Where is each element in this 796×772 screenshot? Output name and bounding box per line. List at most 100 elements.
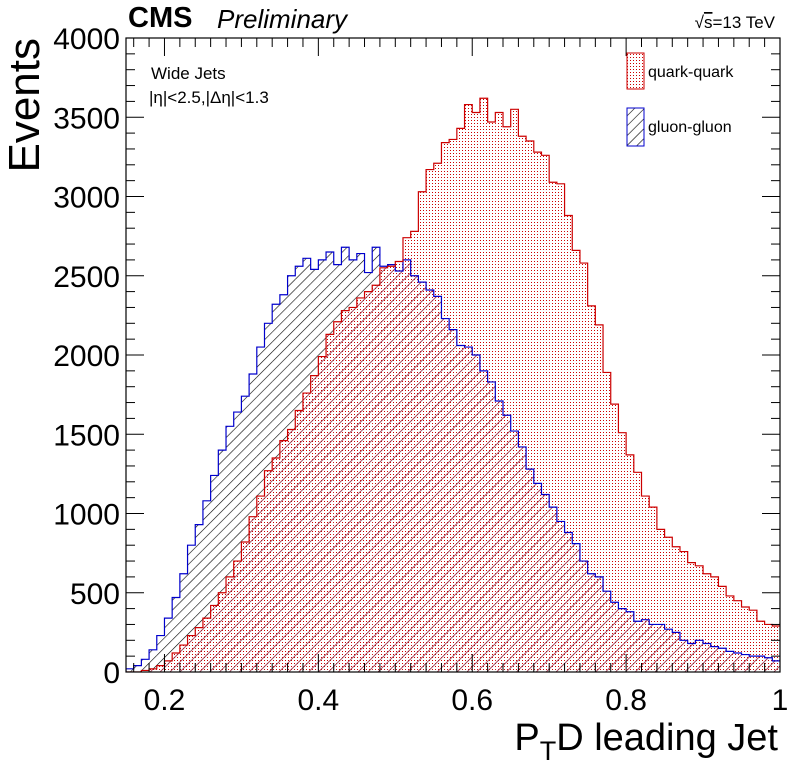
x-axis-title-sub: T (540, 736, 557, 766)
overlap-bar (364, 291, 373, 672)
overlap-bar (149, 668, 157, 672)
quark-bar (610, 404, 619, 672)
overlap-bar (349, 307, 357, 672)
overlap-bar (433, 296, 442, 672)
overlap-bar (618, 608, 627, 672)
gluon-outline (126, 246, 780, 672)
overlap-bar (726, 651, 734, 672)
overlap-bar (595, 576, 604, 672)
overlap-bar (449, 329, 457, 672)
overlap-bar (733, 652, 742, 672)
overlap-bar (241, 542, 250, 672)
x-tick-label: 1 (772, 684, 789, 717)
gluon-bar (788, 662, 796, 672)
quark-bar (518, 136, 527, 672)
overlap-bar (556, 521, 565, 672)
overlap-bar (641, 619, 650, 672)
overlap-bar (572, 543, 580, 672)
overlap-bar (172, 652, 180, 672)
overlap-bar (302, 393, 311, 672)
gluon-bar (149, 649, 157, 672)
quark-bar (649, 507, 657, 672)
gluon-bar (241, 396, 250, 672)
overlap-bar (372, 285, 380, 672)
quark-bar (595, 324, 604, 672)
quark-bar (672, 546, 680, 672)
overlap-bar (387, 266, 396, 672)
legend: quark-quark gluon-gluon (626, 52, 734, 147)
overlap-bar (410, 275, 419, 672)
overlap-bar (656, 624, 665, 672)
overlap-bar (279, 440, 288, 672)
quark-bar (526, 141, 534, 672)
gluon-bar (195, 524, 203, 672)
overlap-bar (664, 629, 673, 672)
overlap-bar (272, 458, 280, 672)
overlap-bar (695, 640, 704, 672)
quark-bar (556, 183, 565, 672)
overlap-bar (333, 321, 342, 672)
overlap-bar (326, 334, 334, 672)
overlap-bar (710, 646, 719, 672)
overlap-bar (441, 318, 450, 672)
gluon-bar (218, 450, 227, 672)
quark-bar (641, 496, 650, 672)
gluon-bar (202, 500, 211, 672)
overlap-bar (318, 356, 327, 672)
overlap-bar (218, 592, 227, 672)
overlap-bar (226, 576, 234, 672)
annotation-wide-jets: Wide Jets (151, 64, 226, 83)
quark-bar (572, 250, 580, 672)
overlap-bar (164, 660, 173, 672)
y-tick-label: 3500 (53, 102, 120, 135)
quark-bar (587, 305, 596, 672)
y-tick-label: 1000 (53, 499, 120, 532)
y-axis-title: Events (0, 38, 49, 173)
quark-bar (503, 126, 511, 672)
gluon-bar (133, 665, 142, 672)
quark-bar (495, 112, 504, 672)
quark-bar (618, 432, 627, 672)
overlap-bar (287, 429, 296, 672)
overlap-bar (464, 347, 473, 672)
overlap-bar (687, 643, 696, 672)
cms-label: CMS (128, 2, 192, 34)
overlap-bar (518, 446, 527, 672)
x-axis-title-p: P (514, 717, 539, 759)
overlap-bar (510, 431, 519, 672)
overlap-bar (187, 635, 196, 672)
overlap-bar (195, 627, 203, 672)
overlap-bar (487, 381, 496, 672)
energy-s: s (704, 13, 713, 32)
overlap-bar (426, 290, 434, 672)
overlap-bar (610, 602, 619, 672)
gluon-bar (233, 412, 242, 672)
quark-bar (718, 586, 727, 672)
overlap-bar (649, 624, 657, 672)
gluon-bar (187, 545, 196, 672)
gluon-bar (226, 426, 234, 672)
overlap-bar (356, 297, 365, 672)
y-tick-label: 2000 (53, 340, 120, 373)
overlap-bar (341, 310, 350, 672)
y-tick-label: 1500 (53, 419, 120, 452)
overlap-bar (679, 640, 688, 672)
quark-bar (679, 551, 688, 672)
overlap-bar (672, 632, 680, 672)
quark-bar (656, 529, 665, 672)
quark-bar (764, 624, 773, 672)
overlap-bar (788, 662, 796, 672)
overlap-bar (533, 483, 542, 672)
overlap-bar (741, 654, 750, 672)
series-overlap (126, 97, 796, 672)
quark-bar (772, 626, 780, 672)
overlap-bar (633, 621, 642, 672)
quark-bar (510, 109, 519, 672)
overlap-bar (564, 532, 573, 672)
quark-bar (749, 610, 757, 672)
overlap-bar (402, 259, 411, 672)
quark-bar (710, 576, 719, 672)
x-tick-label: 0.2 (144, 684, 186, 717)
overlap-bar (780, 659, 788, 672)
